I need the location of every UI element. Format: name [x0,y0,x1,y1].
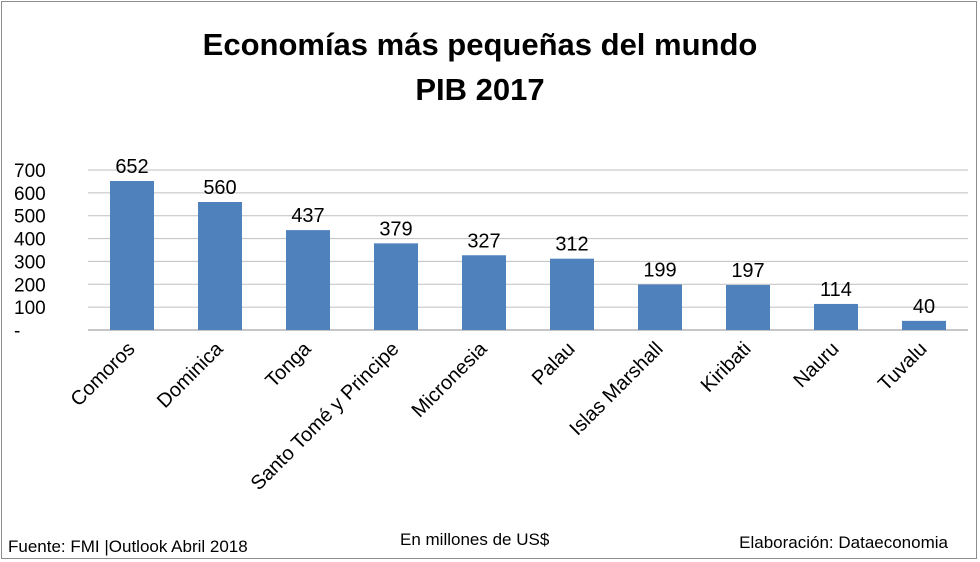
bar [286,230,330,330]
bar [462,255,506,330]
y-tick-label: 200 [14,275,46,296]
data-label: 560 [203,177,236,199]
x-tick-label: Nauru [789,338,843,392]
bar [814,303,858,330]
x-tick-label: Comoros [67,338,140,411]
data-label: 114 [820,279,852,301]
x-tick-label: Dominica [153,337,228,412]
y-tick-label: 400 [14,230,46,251]
bars [110,180,946,330]
data-label: 197 [731,260,764,282]
x-tick-label: Santo Tomé y Principe [247,338,404,495]
y-tick-label: 700 [14,161,46,182]
y-tick-label: 100 [14,298,46,319]
x-tick-label: Islas Marshall [566,338,668,440]
data-label: 437 [291,205,324,227]
x-tick-label: Micronesia [408,337,493,422]
x-tick-label: Palau [528,338,580,390]
chart-title: Economías más pequeñas del mundo [202,27,758,62]
y-tick-label: 300 [14,252,46,273]
data-label: 652 [115,156,148,178]
units-note: En millones de US$ [400,530,550,549]
x-tick-label: Tuvalu [874,338,931,395]
x-tick-label: Tonga [261,337,316,392]
source-note: Fuente: FMI |Outlook Abril 2018 [8,537,248,556]
bar [374,243,418,330]
bar [902,320,946,330]
bar [638,284,682,330]
bar [198,202,242,330]
bar [726,284,770,330]
credit-note: Elaboración: Dataeconomia [739,533,948,552]
y-tick-label: 500 [14,207,46,228]
data-label: 327 [467,230,500,252]
y-tick-label: - [14,321,20,342]
chart-subtitle: PIB 2017 [415,72,545,107]
data-label: 40 [913,296,935,318]
y-tick-label: 600 [14,184,46,205]
bar [550,258,594,330]
data-label: 199 [643,260,676,282]
bar [110,180,154,330]
data-labels: 652 560 437 379 327 312 199 197 114 40 [115,156,935,318]
data-label: 379 [379,218,412,240]
x-tick-label: Kiribati [697,338,756,397]
data-label: 312 [555,234,588,256]
